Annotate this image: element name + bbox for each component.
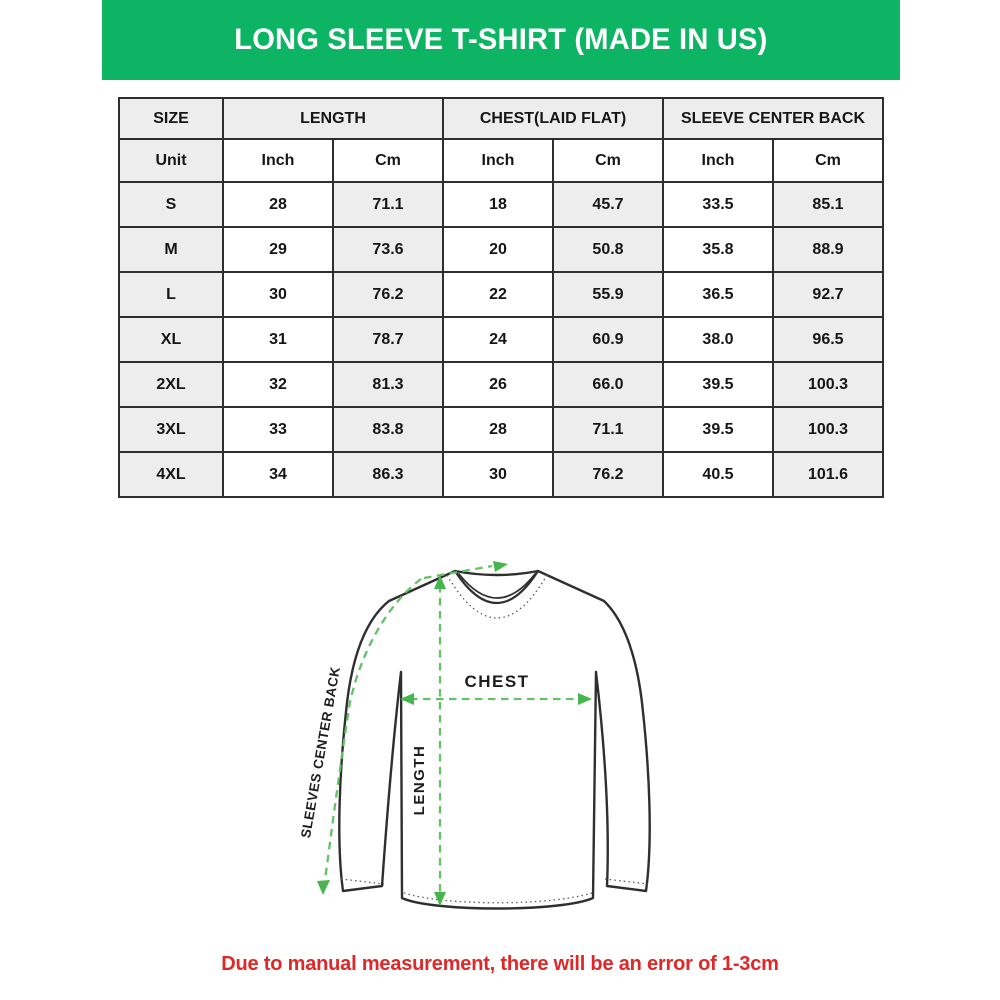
sleeve-arrow-line [423,564,493,580]
value-cell: 100.3 [772,406,884,453]
value-cell: 73.6 [332,226,444,273]
value-cell: 85.1 [772,181,884,228]
value-cell: 32 [222,361,334,408]
value-cell: 26 [442,361,554,408]
col-header-size: SIZE [118,97,224,140]
sleeve-center-back-label: SLEEVES CENTER BACK [298,665,343,839]
unit-cell: Cm [552,138,664,183]
table-row: L 30 76.2 22 55.9 36.5 92.7 [118,271,884,318]
table-row: 2XL 32 81.3 26 66.0 39.5 100.3 [118,361,884,408]
collar-rib-line [458,573,536,599]
size-table: SIZE LENGTH CHEST(LAID FLAT) SLEEVE CENT… [118,97,884,498]
value-cell: 81.3 [332,361,444,408]
value-cell: 30 [442,451,554,498]
hem-stitch [403,892,593,904]
length-label: LENGTH [411,745,428,816]
length-arrowhead-up [434,575,446,589]
unit-cell: Cm [332,138,444,183]
value-cell: 38.0 [662,316,774,363]
value-cell: 40.5 [662,451,774,498]
table-header-row: SIZE LENGTH CHEST(LAID FLAT) SLEEVE CENT… [118,97,884,140]
value-cell: 39.5 [662,406,774,453]
size-cell: S [118,181,224,228]
tshirt-outline [338,569,651,910]
value-cell: 36.5 [662,271,774,318]
value-cell: 20 [442,226,554,273]
table-row: S 28 71.1 18 45.7 33.5 85.1 [118,181,884,228]
value-cell: 71.1 [332,181,444,228]
value-cell: 22 [442,271,554,318]
size-cell: L [118,271,224,318]
chest-label: CHEST [464,672,529,691]
value-cell: 92.7 [772,271,884,318]
size-cell: 3XL [118,406,224,453]
unit-cell: Inch [662,138,774,183]
value-cell: 71.1 [552,406,664,453]
collar-outer-line [453,569,540,605]
table-row: 4XL 34 86.3 30 76.2 40.5 101.6 [118,451,884,498]
unit-cell: Inch [442,138,554,183]
unit-cell: Cm [772,138,884,183]
chest-arrowhead-left [400,693,414,705]
value-cell: 29 [222,226,334,273]
value-cell: 76.2 [332,271,444,318]
value-cell: 83.8 [332,406,444,453]
value-cell: 31 [222,316,334,363]
page-title: LONG SLEEVE T-SHIRT (MADE IN US) [234,23,768,56]
title-banner: LONG SLEEVE T-SHIRT (MADE IN US) [102,0,900,80]
value-cell: 60.9 [552,316,664,363]
chest-arrowhead-right [578,693,592,705]
table-row: 3XL 33 83.8 28 71.1 39.5 100.3 [118,406,884,453]
col-header-length: LENGTH [222,97,444,140]
value-cell: 30 [222,271,334,318]
value-cell: 55.9 [552,271,664,318]
size-cell: XL [118,316,224,363]
value-cell: 39.5 [662,361,774,408]
value-cell: 33 [222,406,334,453]
length-arrowhead-down [434,892,446,906]
value-cell: 28 [442,406,554,453]
unit-cell: Unit [118,138,224,183]
table-unit-row: Unit Inch Cm Inch Cm Inch Cm [118,138,884,183]
table-row: XL 31 78.7 24 60.9 38.0 96.5 [118,316,884,363]
size-cell: M [118,226,224,273]
size-cell: 4XL [118,451,224,498]
value-cell: 88.9 [772,226,884,273]
value-cell: 96.5 [772,316,884,363]
sleeve-arrowhead-down [317,880,330,895]
measurement-error-note: Due to manual measurement, there will be… [221,953,779,975]
value-cell: 100.3 [772,361,884,408]
value-cell: 45.7 [552,181,664,228]
value-cell: 50.8 [552,226,664,273]
value-cell: 24 [442,316,554,363]
table-row: M 29 73.6 20 50.8 35.8 88.9 [118,226,884,273]
value-cell: 76.2 [552,451,664,498]
value-cell: 28 [222,181,334,228]
value-cell: 78.7 [332,316,444,363]
unit-cell: Inch [222,138,334,183]
value-cell: 101.6 [772,451,884,498]
value-cell: 33.5 [662,181,774,228]
value-cell: 34 [222,451,334,498]
value-cell: 35.8 [662,226,774,273]
size-cell: 2XL [118,361,224,408]
value-cell: 86.3 [332,451,444,498]
value-cell: 66.0 [552,361,664,408]
col-header-chest: CHEST(LAID FLAT) [442,97,664,140]
sleeve-arrow-curve [323,578,422,881]
col-header-sleeve: SLEEVE CENTER BACK [662,97,884,140]
value-cell: 18 [442,181,554,228]
sleeve-arrowhead-right [493,561,508,572]
